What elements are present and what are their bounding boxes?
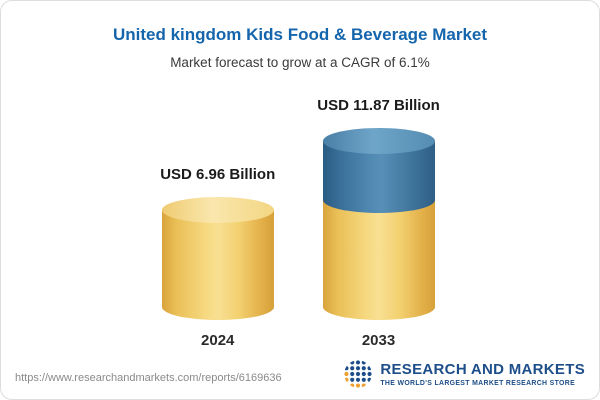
logo-wordmark: RESEARCH AND MARKETS: [380, 360, 585, 378]
bar-value-label-2033: USD 11.87 Billion: [317, 97, 440, 114]
bar-2033-top-ellipse: [322, 128, 435, 154]
bar-2033-base-segment: [322, 200, 435, 320]
report-url: https://www.researchandmarkets.com/repor…: [15, 372, 282, 384]
bar-2024-segment: [161, 210, 274, 320]
bar-2024-top-ellipse: [161, 197, 274, 223]
logo-tagline: THE WORLD'S LARGEST MARKET RESEARCH STOR…: [380, 379, 576, 387]
bar-chart: USD 6.96 Billion 2024 USD 11.87 Billion …: [1, 70, 599, 359]
globe-icon: [344, 360, 372, 388]
bar-group-2033: USD 11.87 Billion 2033: [317, 97, 440, 349]
bar-2024: [161, 197, 274, 320]
logo-text: RESEARCH AND MARKETS THE WORLD'S LARGEST…: [380, 362, 585, 387]
research-and-markets-logo: RESEARCH AND MARKETS THE WORLD'S LARGEST…: [343, 359, 585, 389]
bar-value-label-2024: USD 6.96 Billion: [160, 166, 276, 183]
x-axis-label-2024: 2024: [201, 332, 235, 349]
chart-subtitle: Market forecast to grow at a CAGR of 6.1…: [170, 55, 430, 70]
bar-2033: [322, 128, 435, 320]
footer: https://www.researchandmarkets.com/repor…: [1, 359, 599, 399]
bar-group-2024: USD 6.96 Billion 2024: [160, 166, 275, 349]
chart-title: United kingdom Kids Food & Beverage Mark…: [112, 25, 488, 44]
x-axis-label-2033: 2033: [361, 332, 396, 349]
